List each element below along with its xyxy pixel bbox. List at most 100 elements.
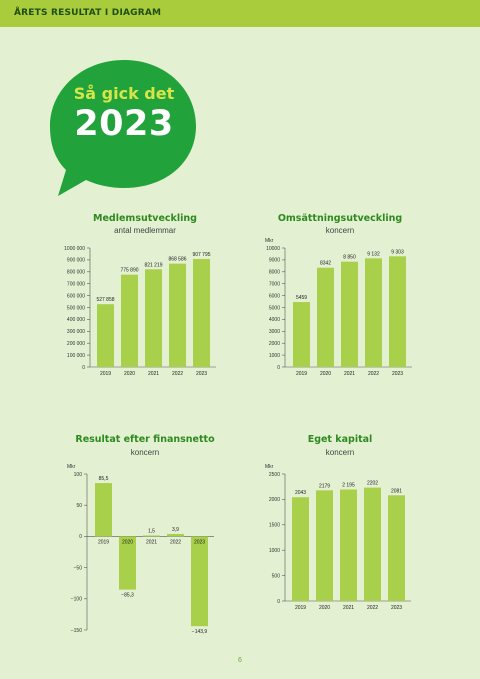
- y-tick-label: 50: [76, 503, 82, 509]
- page-number: 6: [238, 657, 242, 664]
- y-tick-label: 0: [82, 365, 85, 371]
- y-tick-label: 7000: [269, 282, 280, 288]
- header-bar: ÅRETS RESULTAT I DIAGRAM: [0, 0, 480, 27]
- y-tick-label: 2000: [269, 341, 280, 347]
- bar-value-label: 2 195: [342, 482, 355, 488]
- y-tick-label: 1000 000: [64, 246, 85, 252]
- x-tick-label: 2021: [343, 605, 354, 611]
- bar-value-label: −85,3: [121, 593, 134, 599]
- y-tick-label: −50: [74, 565, 83, 571]
- bar-value-label: 9 132: [367, 251, 380, 257]
- x-tick-label: 2019: [100, 371, 111, 377]
- y-tick-label: 2000: [269, 497, 280, 503]
- y-tick-label: 400 000: [67, 317, 85, 323]
- bar: [191, 536, 208, 627]
- y-tick-label: 100 000: [67, 353, 85, 359]
- bar-value-label: 868 586: [168, 257, 186, 263]
- bar-value-label: 821 219: [144, 262, 162, 268]
- x-tick-label: 2020: [319, 605, 330, 611]
- bar: [316, 490, 333, 601]
- bar-value-label: 527 858: [96, 297, 114, 303]
- y-tick-label: 0: [277, 599, 280, 605]
- chart-title-eget-kapital: Eget kapital: [307, 434, 373, 445]
- y-tick-label: 500: [272, 573, 281, 579]
- x-tick-label: 2019: [296, 371, 307, 377]
- bar: [121, 274, 138, 367]
- bar: [293, 302, 310, 367]
- y-tick-label: 300 000: [67, 329, 85, 335]
- y-tick-label: 100: [74, 472, 83, 478]
- bar: [167, 533, 184, 537]
- y-tick-label: 700 000: [67, 282, 85, 288]
- bar-value-label: 2202: [367, 481, 378, 487]
- bar: [145, 269, 162, 367]
- bar: [119, 536, 136, 590]
- x-tick-label: 2023: [196, 371, 207, 377]
- y-tick-label: 4000: [269, 317, 280, 323]
- bar: [388, 495, 405, 601]
- bar-value-label: 5459: [296, 295, 307, 301]
- x-tick-label: 2020: [320, 371, 331, 377]
- bar-value-label: −143,9: [192, 629, 208, 635]
- y-tick-label: 0: [277, 365, 280, 371]
- x-tick-label: 2019: [98, 539, 109, 545]
- bar: [292, 497, 309, 601]
- chart-subtitle-medlemsutveckling: antal medlemmar: [114, 226, 176, 235]
- x-tick-label: 2023: [194, 539, 205, 545]
- y-tick-label: 8000: [269, 270, 280, 276]
- bar: [317, 267, 334, 367]
- badge-year: 2023: [74, 104, 174, 144]
- unit-label: Mkr: [265, 464, 274, 470]
- y-tick-label: 600 000: [67, 293, 85, 299]
- y-tick-label: 200 000: [67, 341, 85, 347]
- x-tick-label: 2021: [146, 539, 157, 545]
- bar-value-label: 775 890: [120, 268, 138, 274]
- chart-subtitle-resultat: koncern: [130, 448, 160, 457]
- chart-title-medlemsutveckling: Medlemsutveckling: [93, 213, 197, 224]
- bar-value-label: 2179: [319, 483, 330, 489]
- y-tick-label: 500 000: [67, 305, 85, 311]
- bar: [340, 489, 357, 601]
- bar-value-label: 1,5: [148, 528, 155, 534]
- bar-value-label: 3,9: [172, 527, 179, 533]
- y-tick-label: 9000: [269, 258, 280, 264]
- bar: [193, 258, 210, 367]
- y-tick-label: 2500: [269, 472, 280, 478]
- chart-subtitle-eget-kapital: koncern: [325, 448, 355, 457]
- x-tick-label: 2021: [148, 371, 159, 377]
- bar: [341, 261, 358, 367]
- y-tick-label: −100: [71, 597, 82, 603]
- bar-value-label: 8342: [320, 261, 331, 267]
- bar: [143, 535, 160, 537]
- x-tick-label: 2022: [170, 539, 181, 545]
- bar-value-label: 2043: [295, 490, 306, 496]
- y-tick-label: 10000: [266, 246, 280, 252]
- bar: [95, 483, 112, 537]
- x-tick-label: 2022: [172, 371, 183, 377]
- unit-label: Mkr: [67, 464, 76, 470]
- x-tick-label: 2020: [124, 371, 135, 377]
- bar: [389, 256, 406, 367]
- bar-value-label: 85,5: [99, 476, 109, 482]
- x-tick-label: 2022: [368, 371, 379, 377]
- x-tick-label: 2021: [344, 371, 355, 377]
- chart-title-omsattningsutveckling: Omsättningsutveckling: [277, 213, 403, 224]
- speech-bubble-icon: [50, 60, 196, 196]
- x-tick-label: 2022: [367, 605, 378, 611]
- bar: [169, 263, 186, 367]
- y-tick-label: 6000: [269, 293, 280, 299]
- bar-value-label: 8 850: [343, 255, 356, 261]
- x-tick-label: 2019: [295, 605, 306, 611]
- x-tick-label: 2023: [392, 371, 403, 377]
- y-tick-label: 5000: [269, 305, 280, 311]
- y-tick-label: 1000: [269, 353, 280, 359]
- chart-subtitle-omsattningsutveckling: koncern: [325, 226, 355, 235]
- y-tick-label: 900 000: [67, 258, 85, 264]
- y-tick-label: 3000: [269, 329, 280, 335]
- bar: [97, 304, 114, 367]
- y-tick-label: 0: [79, 534, 82, 540]
